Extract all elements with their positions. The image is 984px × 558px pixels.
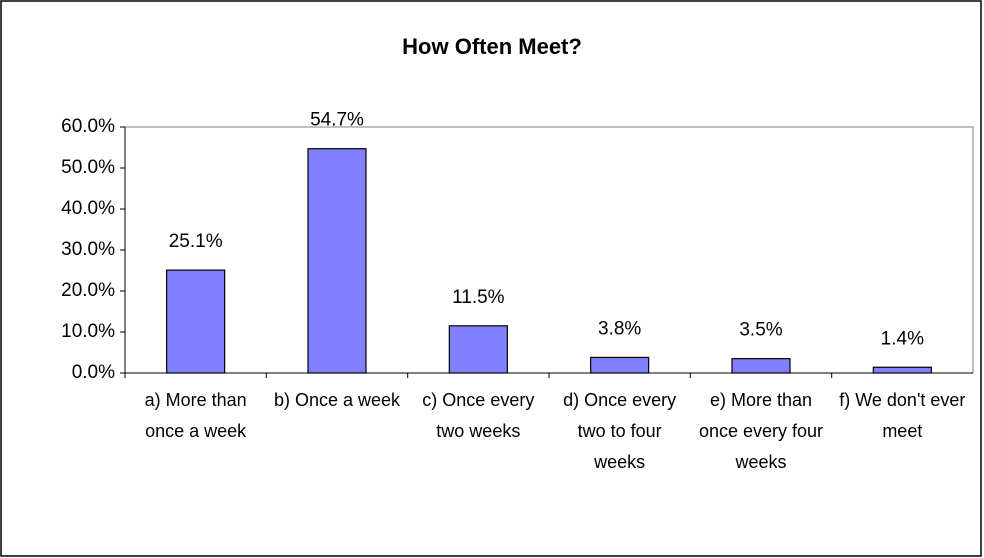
x-tick-label: f) We don't ever meet [839, 390, 966, 441]
bar [448, 325, 508, 374]
y-tick-label: 0.0% [72, 362, 115, 383]
value-label: 3.8% [598, 318, 641, 339]
bar [872, 366, 932, 374]
y-tick-label: 20.0% [61, 280, 115, 301]
y-tick-label: 50.0% [61, 157, 115, 178]
value-label: 3.5% [739, 320, 782, 341]
y-tick-label: 10.0% [61, 321, 115, 342]
value-label: 25.1% [169, 231, 223, 252]
bar [166, 269, 226, 374]
x-tick-label: c) Once every two weeks [422, 390, 535, 441]
bar [590, 356, 650, 374]
value-label: 54.7% [310, 110, 364, 131]
chart-title: How Often Meet? [402, 34, 582, 59]
value-label: 11.5% [452, 287, 505, 308]
bar [731, 358, 791, 374]
x-tick-label: a) More than once a week [144, 390, 247, 441]
y-tick-label: 40.0% [61, 198, 115, 219]
plot-area [124, 126, 974, 374]
y-tick-label: 60.0% [61, 116, 115, 137]
y-tick-label: 30.0% [61, 239, 115, 260]
value-label: 1.4% [881, 328, 924, 349]
bar [307, 148, 367, 374]
x-tick-label: e) More than once every four weeks [698, 390, 824, 472]
x-tick-label: d) Once every two to four weeks [563, 390, 677, 472]
x-tick-label: b) Once a week [273, 390, 401, 410]
